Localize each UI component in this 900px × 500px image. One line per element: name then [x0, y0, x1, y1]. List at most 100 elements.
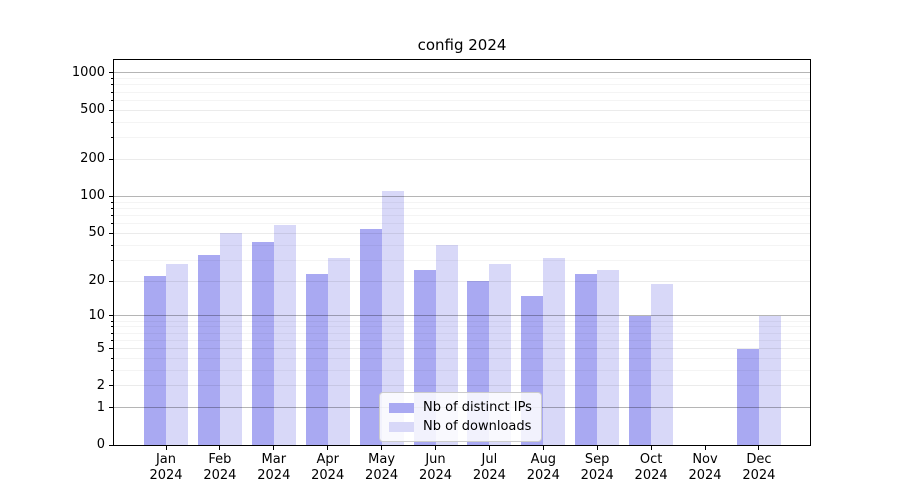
x-tick-year: 2024: [365, 468, 399, 483]
minor-gridline: [114, 201, 810, 203]
x-tick: [542, 446, 544, 450]
y-minor-tick: [111, 259, 113, 261]
x-tick: [327, 446, 329, 450]
legend-item: Nb of distinct IPs: [389, 399, 532, 416]
y-tick-label: 200: [80, 151, 105, 167]
bar-distinct-ips-apr: [305, 273, 328, 445]
x-tick: [165, 446, 167, 450]
x-tick-label: Aug 2024: [513, 452, 573, 484]
x-tick: [758, 446, 760, 450]
x-tick-month: Oct: [639, 452, 663, 467]
minor-gridline: [114, 244, 810, 246]
x-tick-label: Oct 2024: [621, 452, 681, 484]
y-minor-tick: [111, 339, 113, 341]
x-tick: [435, 446, 436, 450]
x-tick-month: May: [368, 452, 396, 467]
legend-item: Nb of downloads: [389, 418, 532, 435]
y-minor-tick: [111, 84, 113, 86]
y-minor-tick: [111, 320, 113, 322]
x-tick: [704, 446, 706, 450]
minor-gridline: [114, 326, 810, 328]
major-gridline: [114, 348, 810, 349]
bar-downloads-mar: [273, 225, 296, 445]
legend-swatch: [389, 402, 414, 413]
bar-downloads-oct: [651, 283, 674, 445]
minor-gridline: [114, 91, 810, 93]
minor-gridline: [114, 207, 810, 209]
y-minor-tick: [111, 214, 113, 216]
y-minor-tick: [111, 137, 113, 139]
x-tick-year: 2024: [688, 468, 722, 483]
decade-gridline: [114, 315, 810, 317]
bar-distinct-ips-oct: [629, 315, 652, 445]
bar-distinct-ips-jan: [144, 276, 166, 445]
grid-layer: [114, 60, 810, 445]
minor-gridline: [114, 121, 810, 123]
x-tick-year: 2024: [742, 468, 776, 483]
major-gridline: [114, 109, 810, 111]
x-tick: [488, 446, 490, 450]
x-tick-month: Jun: [425, 452, 446, 467]
bar-downloads-may: [381, 191, 404, 445]
x-tick: [219, 446, 221, 450]
y-tick: [109, 72, 113, 74]
minor-gridline: [114, 357, 810, 359]
minor-gridline: [114, 214, 810, 216]
x-tick-year: 2024: [418, 468, 453, 483]
y-tick: [109, 385, 113, 387]
y-minor-tick: [111, 244, 113, 246]
x-tick-year: 2024: [580, 468, 614, 483]
x-tick-label: Feb 2024: [190, 452, 250, 484]
y-tick-label: 500: [80, 102, 105, 118]
bar-downloads-jan: [166, 263, 188, 445]
x-tick-month: Feb: [208, 452, 232, 467]
x-tick-year: 2024: [472, 468, 506, 483]
x-tick-label: Sep 2024: [567, 452, 627, 484]
y-minor-tick: [111, 357, 113, 359]
y-tick: [109, 158, 113, 160]
y-minor-tick: [111, 99, 113, 101]
x-tick: [381, 446, 383, 450]
major-gridline: [114, 385, 810, 387]
bar-distinct-ips-feb: [197, 255, 220, 445]
bar-downloads-dec: [758, 315, 781, 445]
y-tick-label: 1000: [71, 64, 105, 80]
y-tick: [109, 348, 113, 349]
x-tick-month: Jul: [481, 452, 498, 467]
y-tick: [109, 444, 113, 446]
y-minor-tick: [111, 91, 113, 93]
y-tick: [109, 315, 113, 317]
legend-swatch: [389, 421, 414, 432]
x-tick-month: Nov: [692, 452, 718, 467]
y-tick-label: 1: [96, 399, 105, 415]
bar-distinct-ips-mar: [251, 242, 274, 445]
y-tick-label: 0: [96, 437, 105, 452]
x-tick-month: Apr: [316, 452, 339, 467]
major-gridline: [114, 280, 810, 282]
x-tick-month: Dec: [746, 452, 772, 467]
minor-gridline: [114, 332, 810, 334]
legend-label: Nb of downloads: [423, 419, 532, 434]
y-tick-label: 50: [88, 225, 105, 241]
x-tick-year: 2024: [257, 468, 291, 483]
y-tick-label: 5: [96, 340, 105, 356]
x-tick-month: Mar: [261, 452, 287, 467]
y-tick: [109, 195, 113, 197]
x-tick-year: 2024: [634, 468, 668, 483]
y-minor-tick: [111, 78, 113, 80]
x-tick-label: Mar 2024: [244, 452, 304, 484]
y-minor-tick: [111, 223, 113, 225]
minor-gridline: [114, 99, 810, 101]
x-tick-label: Jan 2024: [136, 452, 196, 484]
legend: Nb of distinct IPs Nb of downloads: [379, 392, 542, 442]
x-tick-month: Aug: [530, 452, 556, 467]
x-tick-year: 2024: [311, 468, 345, 483]
y-minor-tick: [111, 369, 113, 371]
y-tick-label: 100: [80, 188, 105, 204]
y-minor-tick: [111, 326, 113, 328]
x-tick-month: Sep: [584, 452, 610, 467]
y-tick-label: 10: [88, 307, 105, 323]
bar-distinct-ips-sep: [575, 273, 598, 445]
minor-gridline: [114, 339, 810, 341]
